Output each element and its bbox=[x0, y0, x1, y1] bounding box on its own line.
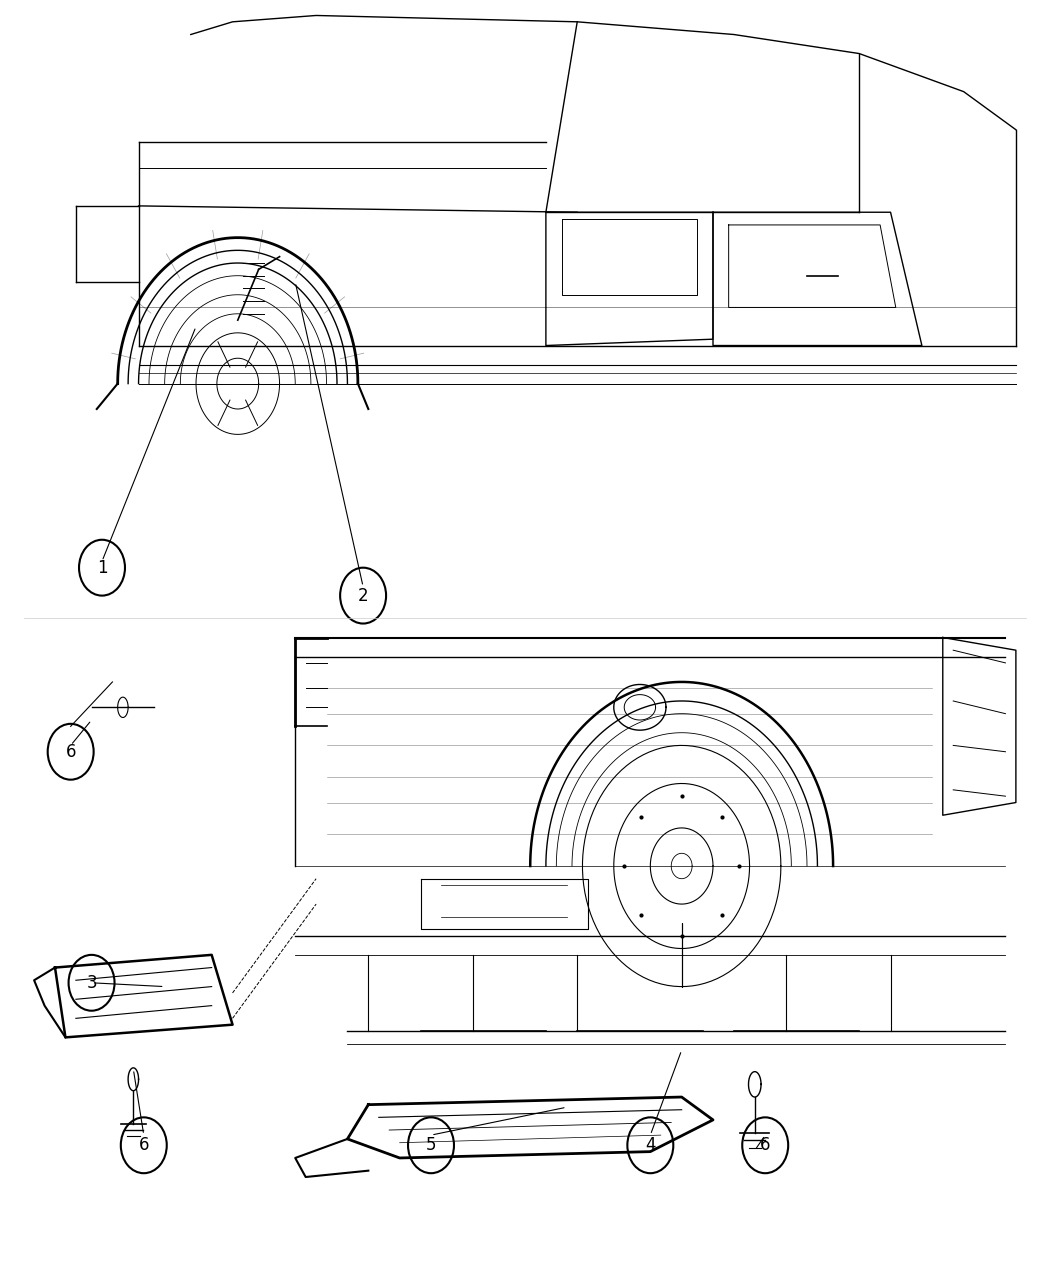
Text: 4: 4 bbox=[645, 1136, 655, 1154]
Text: 3: 3 bbox=[86, 974, 97, 992]
Text: 1: 1 bbox=[97, 558, 107, 576]
Text: 6: 6 bbox=[65, 743, 76, 761]
Text: 6: 6 bbox=[760, 1136, 771, 1154]
Text: 6: 6 bbox=[139, 1136, 149, 1154]
Text: 2: 2 bbox=[358, 586, 369, 604]
Text: 5: 5 bbox=[425, 1136, 436, 1154]
